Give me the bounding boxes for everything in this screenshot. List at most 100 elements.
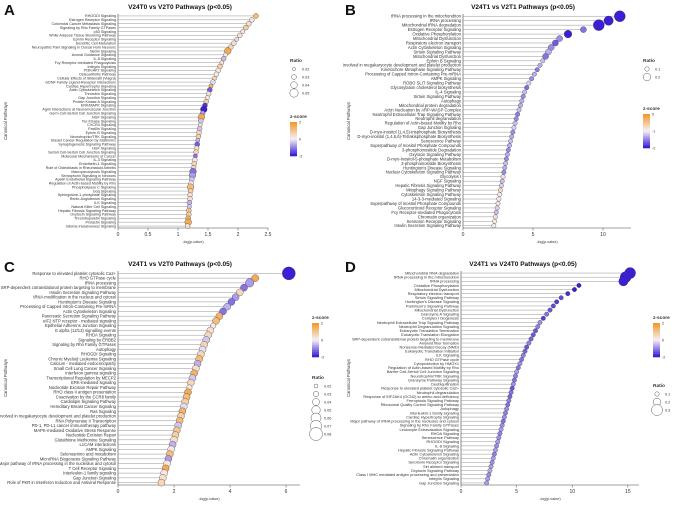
zscore-legend-swatch	[312, 333, 319, 336]
ratio-legend-circle	[309, 427, 323, 441]
zscore-legend-swatch	[290, 139, 297, 141]
category-label: Breast Cancer Regulation by Stathmin1	[51, 139, 116, 143]
data-point	[496, 196, 502, 202]
category-label: Gap Junction Signaling	[78, 96, 116, 100]
category-label: Regulation of Actin-based Motility by Rh…	[49, 182, 116, 186]
category-label: Mitochondrial Dysfunction	[414, 307, 459, 312]
data-point	[503, 160, 508, 166]
data-point	[487, 468, 493, 473]
panel-b: B V24T1 vs V2T1 Pathways (p<0.05) 0 5 10 -l…	[343, 0, 685, 256]
zscore-legend-swatch	[643, 119, 650, 122]
chart-b: 0 5 10 -log(p-value) Canonical Pathways tRNA …	[343, 10, 660, 244]
chart-d: 0 5 10 15 -log(p-value) Canonical Pathways Mit…	[346, 267, 670, 501]
zscore-legend-swatch	[653, 326, 660, 329]
zscore-legend-swatch	[312, 334, 319, 337]
x-tick-label: 5	[515, 489, 518, 495]
data-point	[220, 56, 227, 62]
category-label: Nonsense-Mediated Decay (NMD)	[400, 345, 460, 350]
category-label: Neutrophil degranulation	[415, 116, 461, 121]
data-point	[526, 80, 532, 86]
data-point	[618, 276, 629, 287]
zscore-legend-swatch	[290, 132, 297, 135]
data-point	[502, 414, 507, 420]
data-point	[493, 210, 499, 215]
data-point	[520, 94, 526, 99]
zscore-legend-swatch	[290, 137, 297, 140]
x-tick-label: 10	[600, 232, 606, 238]
zscore-legend-swatch	[653, 350, 660, 353]
category-label: 3-phosphoinositide Biosynthesis	[401, 161, 461, 166]
category-label: Gαq Signaling	[93, 189, 116, 193]
category-label: Class I MHC mediated antigen processing …	[356, 472, 459, 477]
zscore-legend-swatch	[290, 133, 297, 136]
panel-letter-a: A	[4, 2, 15, 19]
category-label: Glycolysis I	[440, 174, 461, 179]
category-label: Actin Cytoskeleton Signaling	[410, 452, 459, 457]
category-label: Selenoamino acid metabolism	[60, 452, 116, 457]
ratio-legend-label: 0.05	[302, 92, 309, 96]
zscore-legend-swatch	[312, 350, 319, 353]
data-point	[515, 365, 521, 371]
zscore-legend-swatch	[312, 353, 319, 356]
zscore-legend-swatch	[290, 123, 297, 126]
category-label: Role of PKR in Interferon Induction and …	[7, 480, 116, 485]
category-label: Cytoskeleton Signaling Pathway	[401, 192, 462, 197]
data-point	[522, 348, 528, 354]
category-label: MicroRNA Biogenesis Signaling Pathway	[40, 456, 117, 461]
data-point	[550, 303, 556, 309]
data-point	[593, 19, 605, 31]
ratio-legend-title: Ratio	[312, 375, 324, 381]
category-label: RHOGDI Signaling	[85, 14, 116, 18]
data-point	[519, 98, 525, 104]
category-label: Eukaryotic Translation Elongation	[401, 332, 459, 337]
ratio-legend-title: Ratio	[653, 383, 665, 389]
data-point	[565, 291, 571, 297]
data-point	[493, 447, 498, 453]
ratio-legend-label: 0.06	[324, 417, 331, 421]
category-label: MAPK-mediated Oxidative Stress Response	[34, 428, 117, 433]
zscore-legend-swatch	[290, 127, 297, 130]
zscore-legend-swatch	[643, 141, 650, 144]
data-point	[193, 149, 199, 155]
data-point	[513, 116, 519, 122]
category-label: Agrin Interactions at Neuromuscular Junc…	[42, 108, 116, 112]
category-label: Sirtuin Signaling Pathway	[414, 49, 462, 54]
data-point	[544, 311, 550, 317]
zscore-legend-swatch	[643, 146, 650, 149]
zscore-legend-swatch	[312, 338, 319, 341]
data-point	[213, 71, 220, 77]
x-tick-label: 6	[285, 489, 288, 495]
category-label: Estrogen Receptor Signaling	[69, 18, 116, 22]
zscore-legend-swatch	[643, 136, 650, 139]
category-label: Cellular Effects of Sildenafil (Viagra)	[57, 76, 116, 80]
zscore-legend-swatch	[643, 125, 650, 128]
data-point	[245, 278, 255, 288]
data-point	[490, 455, 496, 461]
data-point	[504, 156, 509, 162]
category-label: Autophagy	[440, 406, 459, 411]
data-point	[518, 103, 523, 108]
zscore-legend-swatch	[312, 340, 319, 342]
category-label: Superpathway of Inositol Phosphate Compo…	[370, 143, 461, 148]
zscore-legend-swatch	[653, 346, 660, 349]
category-label: Apelin Endothelial Signaling Pathway	[55, 178, 116, 182]
data-point	[227, 298, 236, 306]
category-label: Synaptogenesis Signaling Pathway	[58, 143, 116, 147]
category-label: eIF2 NTP receptor - mediated signaling	[43, 318, 117, 323]
data-point	[572, 287, 577, 292]
zscore-legend-swatch	[653, 343, 660, 346]
category-label: Ribosomal Quality Control Signaling Path…	[381, 402, 459, 407]
category-label: Phospholipase C Signaling	[72, 185, 116, 189]
category-label: Macropinocytosis Signaling	[71, 170, 116, 174]
data-point	[520, 352, 526, 358]
data-point	[537, 320, 543, 325]
category-label: Signaling by Rho Family GTPases	[60, 26, 116, 30]
data-point	[494, 443, 499, 449]
data-point	[184, 223, 191, 229]
category-label: NGF Signaling	[92, 115, 116, 119]
data-point	[212, 317, 220, 325]
category-label: Ferroptosis Signaling Pathway	[406, 398, 459, 403]
data-point	[493, 214, 498, 220]
category-label: Oxidative Phosphorylation	[412, 32, 461, 37]
category-label: Processing of Capped Intron-Containing P…	[365, 72, 461, 77]
